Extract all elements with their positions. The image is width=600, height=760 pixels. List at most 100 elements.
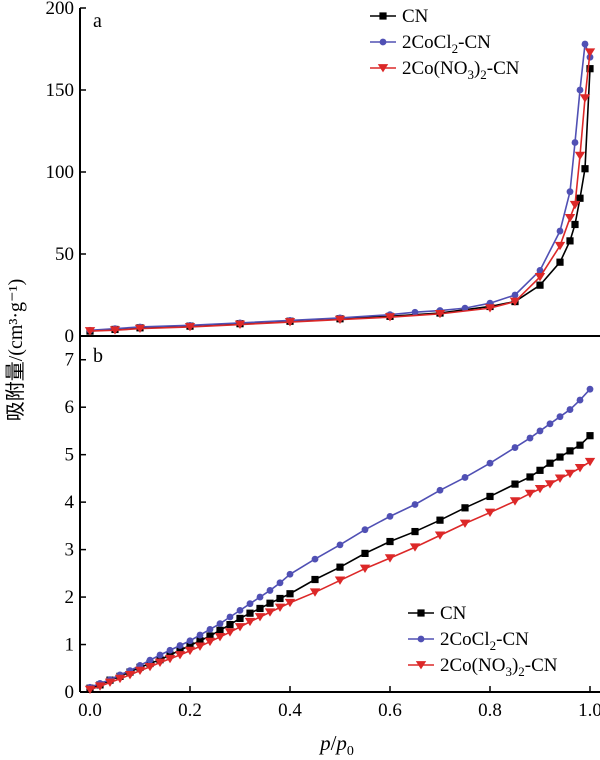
- data-point-b-2: [84, 685, 96, 695]
- y-tick-label-a: 150: [46, 80, 75, 101]
- series-line-a-1: [89, 43, 591, 332]
- data-point-a-1: [576, 86, 584, 94]
- data-point-a-2: [109, 326, 121, 335]
- data-point-a-2: [384, 313, 396, 322]
- data-point-b-1: [361, 526, 369, 534]
- data-point-a-2: [534, 273, 546, 282]
- legend-label-b-0: CN: [440, 603, 467, 624]
- data-point-b-2: [174, 651, 186, 660]
- data-point-b-1: [206, 625, 214, 633]
- data-point-a-2: [564, 214, 576, 223]
- y-tick-label-b: 2: [65, 587, 75, 608]
- x-axis-label: p/p0: [318, 731, 354, 759]
- data-point-b-0: [276, 594, 284, 603]
- data-point-b-2: [459, 519, 471, 528]
- data-point-b-1: [146, 656, 154, 664]
- data-point-a-0: [571, 220, 579, 229]
- y-tick-label-b: 0: [65, 682, 75, 703]
- data-point-b-0: [526, 473, 534, 481]
- series-line-b-0: [89, 435, 591, 689]
- data-point-b-1: [286, 570, 294, 578]
- data-point-b-0: [556, 453, 564, 461]
- data-point-b-1: [311, 555, 319, 563]
- data-point-a-2: [334, 315, 346, 325]
- y-tick-label-a: 200: [46, 0, 75, 19]
- x-tick-label: 0.4: [278, 700, 302, 721]
- data-point-a-0: [581, 165, 589, 173]
- data-point-b-2: [554, 474, 566, 483]
- data-point-b-0: [576, 441, 584, 449]
- data-point-b-0: [461, 504, 469, 512]
- x-tick-label: 0.0: [78, 700, 102, 721]
- data-point-b-1: [186, 637, 194, 645]
- x-axis-label-subscript: 0: [347, 744, 354, 759]
- data-point-b-2: [309, 588, 321, 597]
- data-point-b-2: [359, 564, 371, 574]
- data-point-b-0: [566, 447, 574, 455]
- data-point-b-2: [409, 543, 421, 552]
- data-point-b-0: [436, 516, 444, 524]
- data-point-b-2: [104, 678, 116, 687]
- y-tick-label-b: 4: [65, 492, 75, 513]
- data-point-b-1: [536, 427, 544, 435]
- data-point-a-1: [571, 139, 579, 146]
- data-point-a-1: [536, 267, 544, 274]
- data-point-b-1: [176, 642, 184, 649]
- legend-label-a-2: 2Co(NO3)2-CN: [402, 58, 520, 82]
- data-point-b-2: [564, 469, 576, 479]
- data-point-a-2: [554, 241, 566, 251]
- data-point-a-0: [556, 258, 564, 266]
- data-point-b-1: [546, 420, 554, 428]
- data-point-b-2: [254, 613, 266, 622]
- series-line-a-2: [89, 52, 591, 332]
- data-point-b-2: [224, 628, 236, 637]
- data-point-b-2: [384, 554, 396, 563]
- data-point-a-1: [566, 188, 574, 196]
- legend-marker-b-2: [415, 661, 427, 670]
- data-point-b-0: [266, 599, 274, 607]
- data-point-b-0: [486, 492, 494, 501]
- data-point-b-1: [586, 385, 594, 393]
- data-point-b-1: [196, 631, 204, 639]
- data-point-b-0: [216, 626, 224, 634]
- data-point-a-2: [184, 323, 196, 332]
- data-point-b-0: [311, 575, 319, 584]
- data-point-a-2: [484, 304, 496, 313]
- legend-label-b-2: 2Co(NO3)2-CN: [440, 655, 558, 679]
- data-point-b-2: [154, 658, 166, 667]
- panel-a-plot: [84, 40, 596, 336]
- data-point-b-2: [484, 508, 496, 517]
- data-point-b-0: [196, 637, 204, 645]
- y-tick-label-b: 7: [65, 350, 75, 371]
- data-point-b-0: [546, 459, 554, 467]
- data-point-b-0: [256, 604, 264, 613]
- data-point-a-0: [586, 65, 594, 73]
- legend-label-b-1: 2CoCl2-CN: [440, 629, 529, 653]
- data-point-a-2: [134, 324, 146, 334]
- panel-a-axes: 0 50 100 150 200: [46, 0, 86, 347]
- x-tick-label: 0.6: [378, 700, 402, 721]
- data-point-b-1: [566, 406, 574, 413]
- data-point-b-2: [274, 603, 286, 612]
- data-point-b-1: [576, 396, 584, 404]
- data-point-b-1: [461, 474, 469, 481]
- panel-label-a: a: [93, 10, 102, 32]
- data-point-b-2: [184, 646, 196, 656]
- data-point-b-2: [204, 637, 216, 647]
- data-point-a-2: [579, 94, 591, 103]
- data-point-b-2: [534, 484, 546, 494]
- data-point-b-0: [511, 480, 519, 488]
- data-point-b-1: [436, 486, 444, 494]
- data-point-b-2: [134, 666, 146, 676]
- y-tick-label-b: 6: [65, 397, 75, 418]
- data-point-a-1: [411, 308, 419, 316]
- data-point-a-2: [569, 200, 581, 210]
- data-point-b-2: [214, 633, 226, 642]
- y-tick-label-a: 50: [55, 244, 74, 265]
- data-point-a-1: [556, 227, 564, 235]
- data-point-a-2: [584, 48, 596, 57]
- panel-label-b: b: [93, 345, 103, 367]
- x-tick-label: 0.2: [178, 700, 202, 721]
